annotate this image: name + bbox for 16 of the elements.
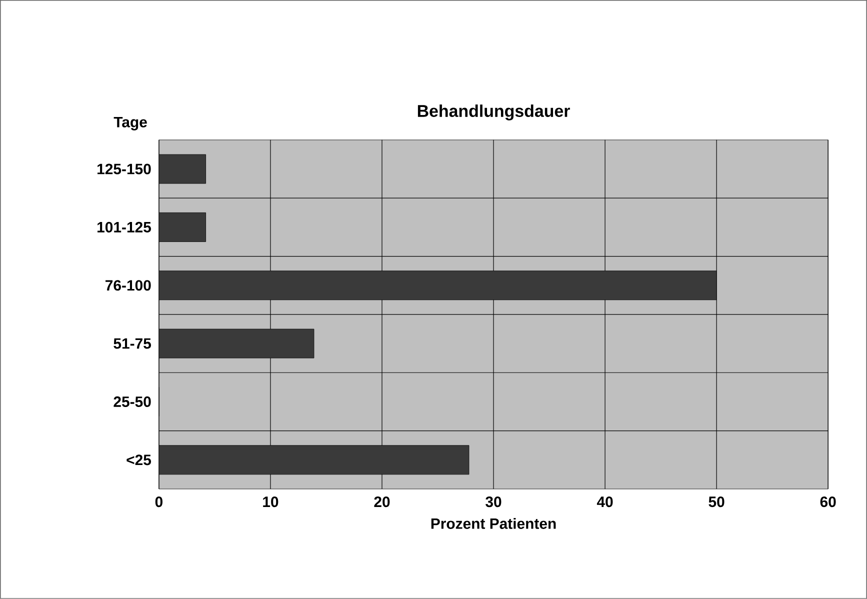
chart-title: Behandlungsdauer <box>418 104 570 120</box>
x-tick-label: 20 <box>374 496 390 508</box>
x-tick-label: 10 <box>263 496 278 508</box>
x-tick-label: 40 <box>596 496 613 508</box>
x-tick-label: 30 <box>486 496 502 508</box>
y-tick-label: 125-150 <box>98 164 151 174</box>
y-axis-title: Tage <box>114 116 147 130</box>
y-tick-label: <25 <box>126 454 151 466</box>
y-tick-label: 51-75 <box>114 338 151 349</box>
y-tick-label: 76-100 <box>106 280 151 291</box>
x-tick-label: 50 <box>708 496 724 508</box>
x-axis-title: Prozent Patienten <box>431 518 556 529</box>
x-tick-label: 60 <box>820 496 836 508</box>
y-tick-label: 101-125 <box>98 222 151 233</box>
y-tick-label: 25-50 <box>114 396 151 408</box>
x-tick-label: 0 <box>155 496 162 508</box>
